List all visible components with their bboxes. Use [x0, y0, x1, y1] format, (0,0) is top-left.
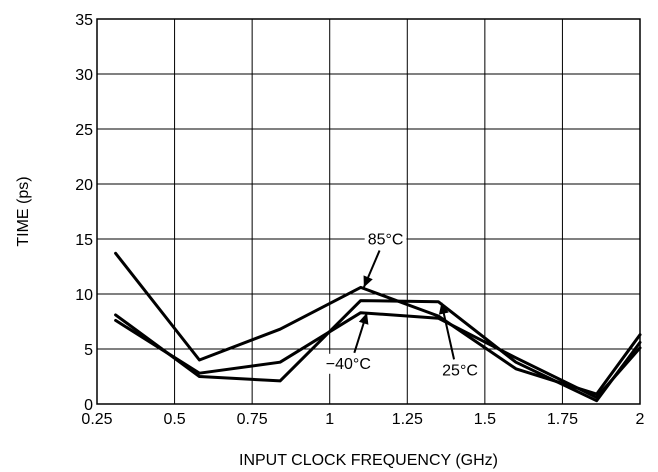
annotation-label: −40°C — [326, 356, 371, 373]
annotation-arrowhead — [363, 275, 373, 288]
x-tick-label: 0.75 — [237, 411, 268, 428]
y-tick-label: 35 — [75, 12, 93, 29]
series-lines — [114, 251, 642, 403]
series-line-2 — [114, 299, 642, 403]
annotation-label: 25°C — [442, 362, 478, 379]
series-line-3 — [114, 311, 642, 399]
x-tick-label: 1.5 — [474, 411, 496, 428]
annotation-label: 85°C — [368, 232, 404, 249]
annotation-background — [322, 353, 374, 374]
y-axis-title: TIME (ps) — [15, 176, 32, 246]
y-tick-label: 30 — [75, 67, 93, 84]
x-tick-label: 1.25 — [392, 411, 423, 428]
x-tick-label: 1 — [325, 411, 334, 428]
annotation-arrowhead — [358, 312, 369, 325]
x-tick-label: 2 — [636, 411, 645, 428]
x-axis-title: INPUT CLOCK FREQUENCY (GHz) — [239, 452, 498, 469]
y-tick-label: 15 — [75, 232, 93, 249]
x-tick-label: 0.25 — [81, 411, 112, 428]
x-tick-label: 0.5 — [163, 411, 185, 428]
y-tick-label: 10 — [75, 287, 93, 304]
x-tick-label: 1.75 — [547, 411, 578, 428]
grid — [96, 18, 641, 405]
y-tick-label: 0 — [84, 397, 93, 414]
annotation-background — [364, 229, 407, 250]
annotations: 85°C −40°C 25°C — [322, 229, 481, 381]
y-tick-label: 20 — [75, 177, 93, 194]
plot-frame — [96, 18, 641, 405]
annotation-background — [439, 360, 481, 381]
y-tick-label: 25 — [75, 122, 93, 139]
y-tick-label: 5 — [84, 342, 93, 359]
annotation-arrowhead — [438, 302, 449, 315]
